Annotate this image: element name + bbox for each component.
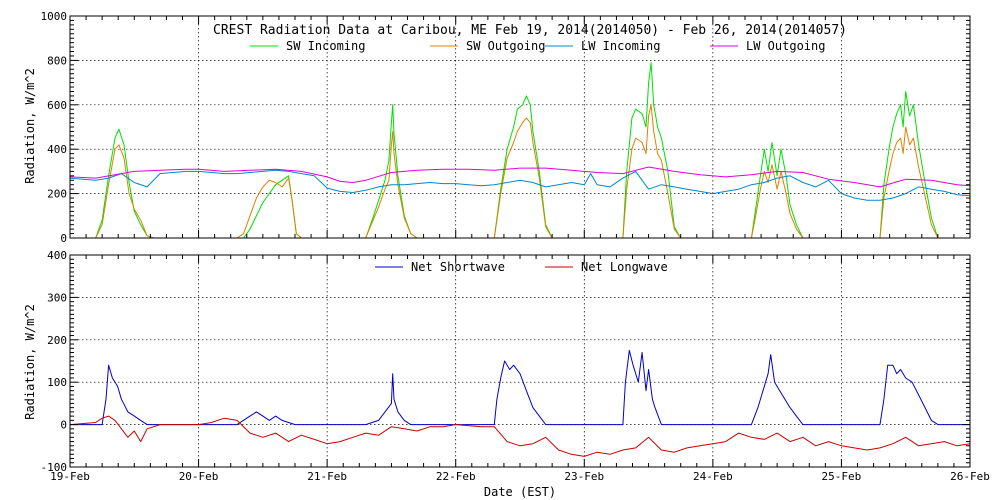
top-series-line-sw-outgoing (70, 104, 970, 239)
chart-title: CREST Radiation Data at Caribou, ME Feb … (213, 23, 847, 38)
top-y-tick-label: 400 (47, 143, 67, 156)
top-y-tick-label: 600 (47, 99, 67, 112)
bottom-y-tick-label: 300 (47, 291, 67, 304)
legend-label-lw-incoming: LW Incoming (581, 39, 660, 53)
x-tick-label: 25-Feb (822, 470, 862, 483)
bottom-plot-frame (69, 254, 971, 468)
bottom-series-line-net-shortwave (70, 349, 970, 426)
bottom-y-tick-label: 0 (60, 419, 67, 432)
bottom-y-tick-label: 400 (47, 249, 67, 262)
bottom-y-tick-label: 100 (47, 376, 67, 389)
legend-label-net-shortwave: Net Shortwave (411, 260, 505, 274)
top-y-tick-label: 800 (47, 54, 67, 67)
x-axis-label: Date (EST) (484, 485, 556, 499)
x-tick-label: 21-Feb (307, 470, 347, 483)
x-tick-label: 23-Feb (564, 470, 604, 483)
top-panel: 0 200 400 600 800 1000 SW Incoming SW Outgoing L… (41, 10, 971, 245)
top-series-line-sw-incoming (70, 62, 970, 239)
x-tick-label: 24-Feb (693, 470, 733, 483)
bottom-y-axis-label: Radiation, W/m^2 (23, 304, 37, 420)
top-y-tick-label: 0 (60, 232, 67, 245)
top-series-line-lw-incoming (69, 169, 971, 201)
x-tick-label: 22-Feb (436, 470, 476, 483)
top-series-line-lw-outgoing (69, 166, 971, 188)
bottom-y-tick-label: -100 (41, 461, 68, 474)
legend-label-sw-outgoing: SW Outgoing (466, 39, 545, 53)
bottom-panel: -100 0 100 200 300 400 19-Feb 20-Feb 21-Feb 22-Fe… (41, 249, 990, 483)
top-y-axis-label: Radiation, W/m^2 (23, 68, 37, 184)
bottom-y-tick-label: 200 (47, 334, 67, 347)
x-tick-label: 20-Feb (179, 470, 219, 483)
x-tick-label: 26-Feb (950, 470, 990, 483)
legend-label-sw-incoming: SW Incoming (286, 39, 365, 53)
top-y-tick-label: 1000 (41, 10, 68, 23)
legend-label-net-longwave: Net Longwave (581, 260, 668, 274)
x-tick-label: 19-Feb (50, 470, 90, 483)
bottom-series-line-net-longwave (69, 415, 971, 457)
legend-label-lw-outgoing: LW Outgoing (746, 39, 825, 53)
top-y-tick-label: 200 (47, 188, 67, 201)
